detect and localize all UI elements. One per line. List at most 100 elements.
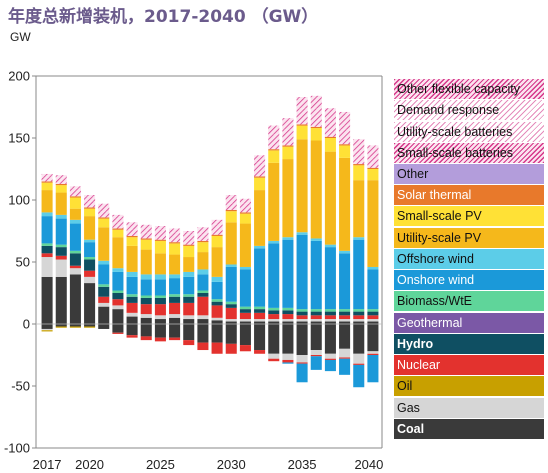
legend-item-utility-scale-pv: Utility-scale PV [394, 227, 544, 248]
bar-other-flexible-capacity-2019 [69, 186, 81, 188]
legend-item-gas: Gas [394, 397, 544, 418]
bar-offshore-wind-2032 [254, 245, 266, 249]
bar-gas-2023 [126, 312, 138, 317]
bar-utility-scale-pv-2021 [98, 227, 110, 261]
bar-nuclear-neg-2030 [225, 343, 237, 354]
bar-demand-response-2037 [324, 109, 336, 120]
bar-hydro-2017 [41, 245, 53, 254]
bar-utility-scale-pv-2036 [310, 140, 322, 239]
bar-coal-2040 [367, 321, 379, 324]
bar-nuclear-2033 [268, 314, 280, 320]
bar-gas-2036 [310, 319, 322, 322]
bar-biomass-wte-2035 [296, 309, 308, 312]
bar-oil-neg-2017 [41, 330, 53, 332]
legend-item-other: Other [394, 163, 544, 184]
bar-onshore-wind-2022 [112, 271, 124, 291]
bar-small-scale-batteries-2040 [367, 159, 379, 168]
bar-nuclear-neg-2031 [239, 345, 251, 352]
bar-small-scale-batteries-2021 [98, 211, 110, 218]
bar-nuclear-neg-2039 [353, 363, 365, 365]
bar-demand-response-2024 [140, 226, 152, 229]
bar-offshore-wind-2026 [169, 274, 181, 279]
bar-small-scale-batteries-2018 [55, 178, 67, 184]
bar-gas-2035 [296, 319, 308, 322]
bar-small-scale-batteries-2026 [169, 235, 181, 243]
bar-nuclear-neg-2026 [169, 337, 181, 341]
bar-nuclear-neg-2028 [197, 342, 209, 351]
bar-coal-neg-2017 [41, 324, 53, 329]
bar-offshore-wind-2034 [282, 237, 294, 240]
bar-gas-2019 [69, 268, 81, 275]
chart-title: 年度总新增装机，2017-2040 （GW） [8, 7, 319, 27]
bar-utility-scale-batteries-2034 [282, 129, 294, 134]
bar-offshore-wind-2039 [353, 237, 365, 240]
bar-gas-neg-2038 [339, 348, 351, 358]
bar-utility-scale-batteries-2027 [183, 234, 195, 239]
bar-coal-neg-2030 [225, 324, 237, 344]
bar-small-scale-batteries-2023 [126, 229, 138, 236]
bar-hydro-2018 [55, 247, 67, 256]
bar-utility-scale-batteries-2038 [339, 125, 351, 130]
bar-nuclear-neg-2025 [154, 337, 166, 342]
y-axis-unit-label: GW [10, 30, 31, 44]
bar-other-flexible-capacity-2030 [225, 195, 237, 197]
x-tick-label: 2020 [75, 457, 104, 472]
axes: -100 -50 0 50 100 150 200 2017 2020 2025 2030 2035 2… [4, 69, 383, 473]
bar-offshore-wind-2037 [324, 244, 336, 248]
bar-small-scale-batteries-2024 [140, 232, 152, 239]
bar-hydro-2039 [353, 311, 365, 316]
bar-small-scale-batteries-2035 [296, 111, 308, 125]
bar-nuclear-2030 [225, 307, 237, 320]
bar-gas-2039 [353, 319, 365, 322]
bar-hydro-2022 [112, 293, 124, 300]
bar-small-scale-pv-2024 [140, 239, 152, 250]
bar-hydro-2036 [310, 311, 322, 316]
bar-onshore-wind-2028 [197, 274, 209, 291]
bar-onshore-wind-2031 [239, 269, 251, 307]
bar-utility-scale-batteries-2026 [169, 232, 181, 236]
bar-solar-thermal-2027 [183, 244, 195, 246]
bar-small-scale-batteries-2033 [268, 138, 280, 150]
bar-nuclear-2022 [112, 299, 124, 306]
bar-hydro-2027 [183, 296, 195, 303]
bar-demand-response-2033 [268, 126, 280, 135]
bar-coal-2029 [211, 320, 223, 324]
bar-nuclear-2020 [84, 270, 96, 277]
bar-offshore-wind-2022 [112, 268, 124, 272]
bar-other-flexible-capacity-2029 [211, 219, 223, 222]
bar-biomass-wte-2031 [239, 306, 251, 310]
bar-nuclear-2027 [183, 302, 195, 316]
bar-utility-scale-batteries-2031 [239, 203, 251, 208]
bar-other-flexible-capacity-2028 [197, 227, 209, 229]
bar-nuclear-2018 [55, 255, 67, 260]
bar-utility-scale-batteries-2040 [367, 156, 379, 160]
legend-item-demand-response: Demand response [394, 100, 544, 121]
bar-nuclear-neg-2033 [268, 358, 280, 362]
bar-utility-scale-pv-2018 [55, 192, 67, 215]
bar-solar-thermal-2025 [154, 239, 166, 241]
bar-hydro-2020 [84, 259, 96, 271]
bar-other-flexible-capacity-2017 [41, 173, 53, 176]
bar-gas-2027 [183, 315, 195, 320]
bar-offshore-wind-2024 [140, 274, 152, 280]
bar-biomass-wte-2017 [41, 243, 53, 246]
bar-onshore-wind-neg-2036 [310, 356, 322, 370]
bar-small-scale-batteries-2034 [282, 133, 294, 146]
bar-coal-2023 [126, 316, 138, 324]
bar-small-scale-pv-2027 [183, 245, 195, 258]
bar-coal-neg-2037 [324, 324, 336, 354]
bar-small-scale-pv-2023 [126, 237, 138, 246]
bar-other-flexible-capacity-2040 [367, 145, 379, 147]
bar-coal-2039 [353, 321, 365, 324]
bar-utility-scale-pv-2026 [169, 254, 181, 275]
bar-coal-neg-2040 [367, 324, 379, 352]
bar-hydro-2037 [324, 311, 336, 316]
bar-onshore-wind-2027 [183, 276, 195, 295]
bar-other-flexible-capacity-2034 [282, 118, 294, 120]
bar-demand-response-2032 [254, 156, 266, 163]
bar-other-flexible-capacity-2033 [268, 125, 280, 127]
bar-utility-scale-batteries-2022 [112, 218, 124, 223]
bar-solar-thermal-2036 [310, 126, 322, 129]
bar-solar-thermal-2039 [353, 164, 365, 166]
bar-demand-response-2023 [126, 223, 138, 227]
